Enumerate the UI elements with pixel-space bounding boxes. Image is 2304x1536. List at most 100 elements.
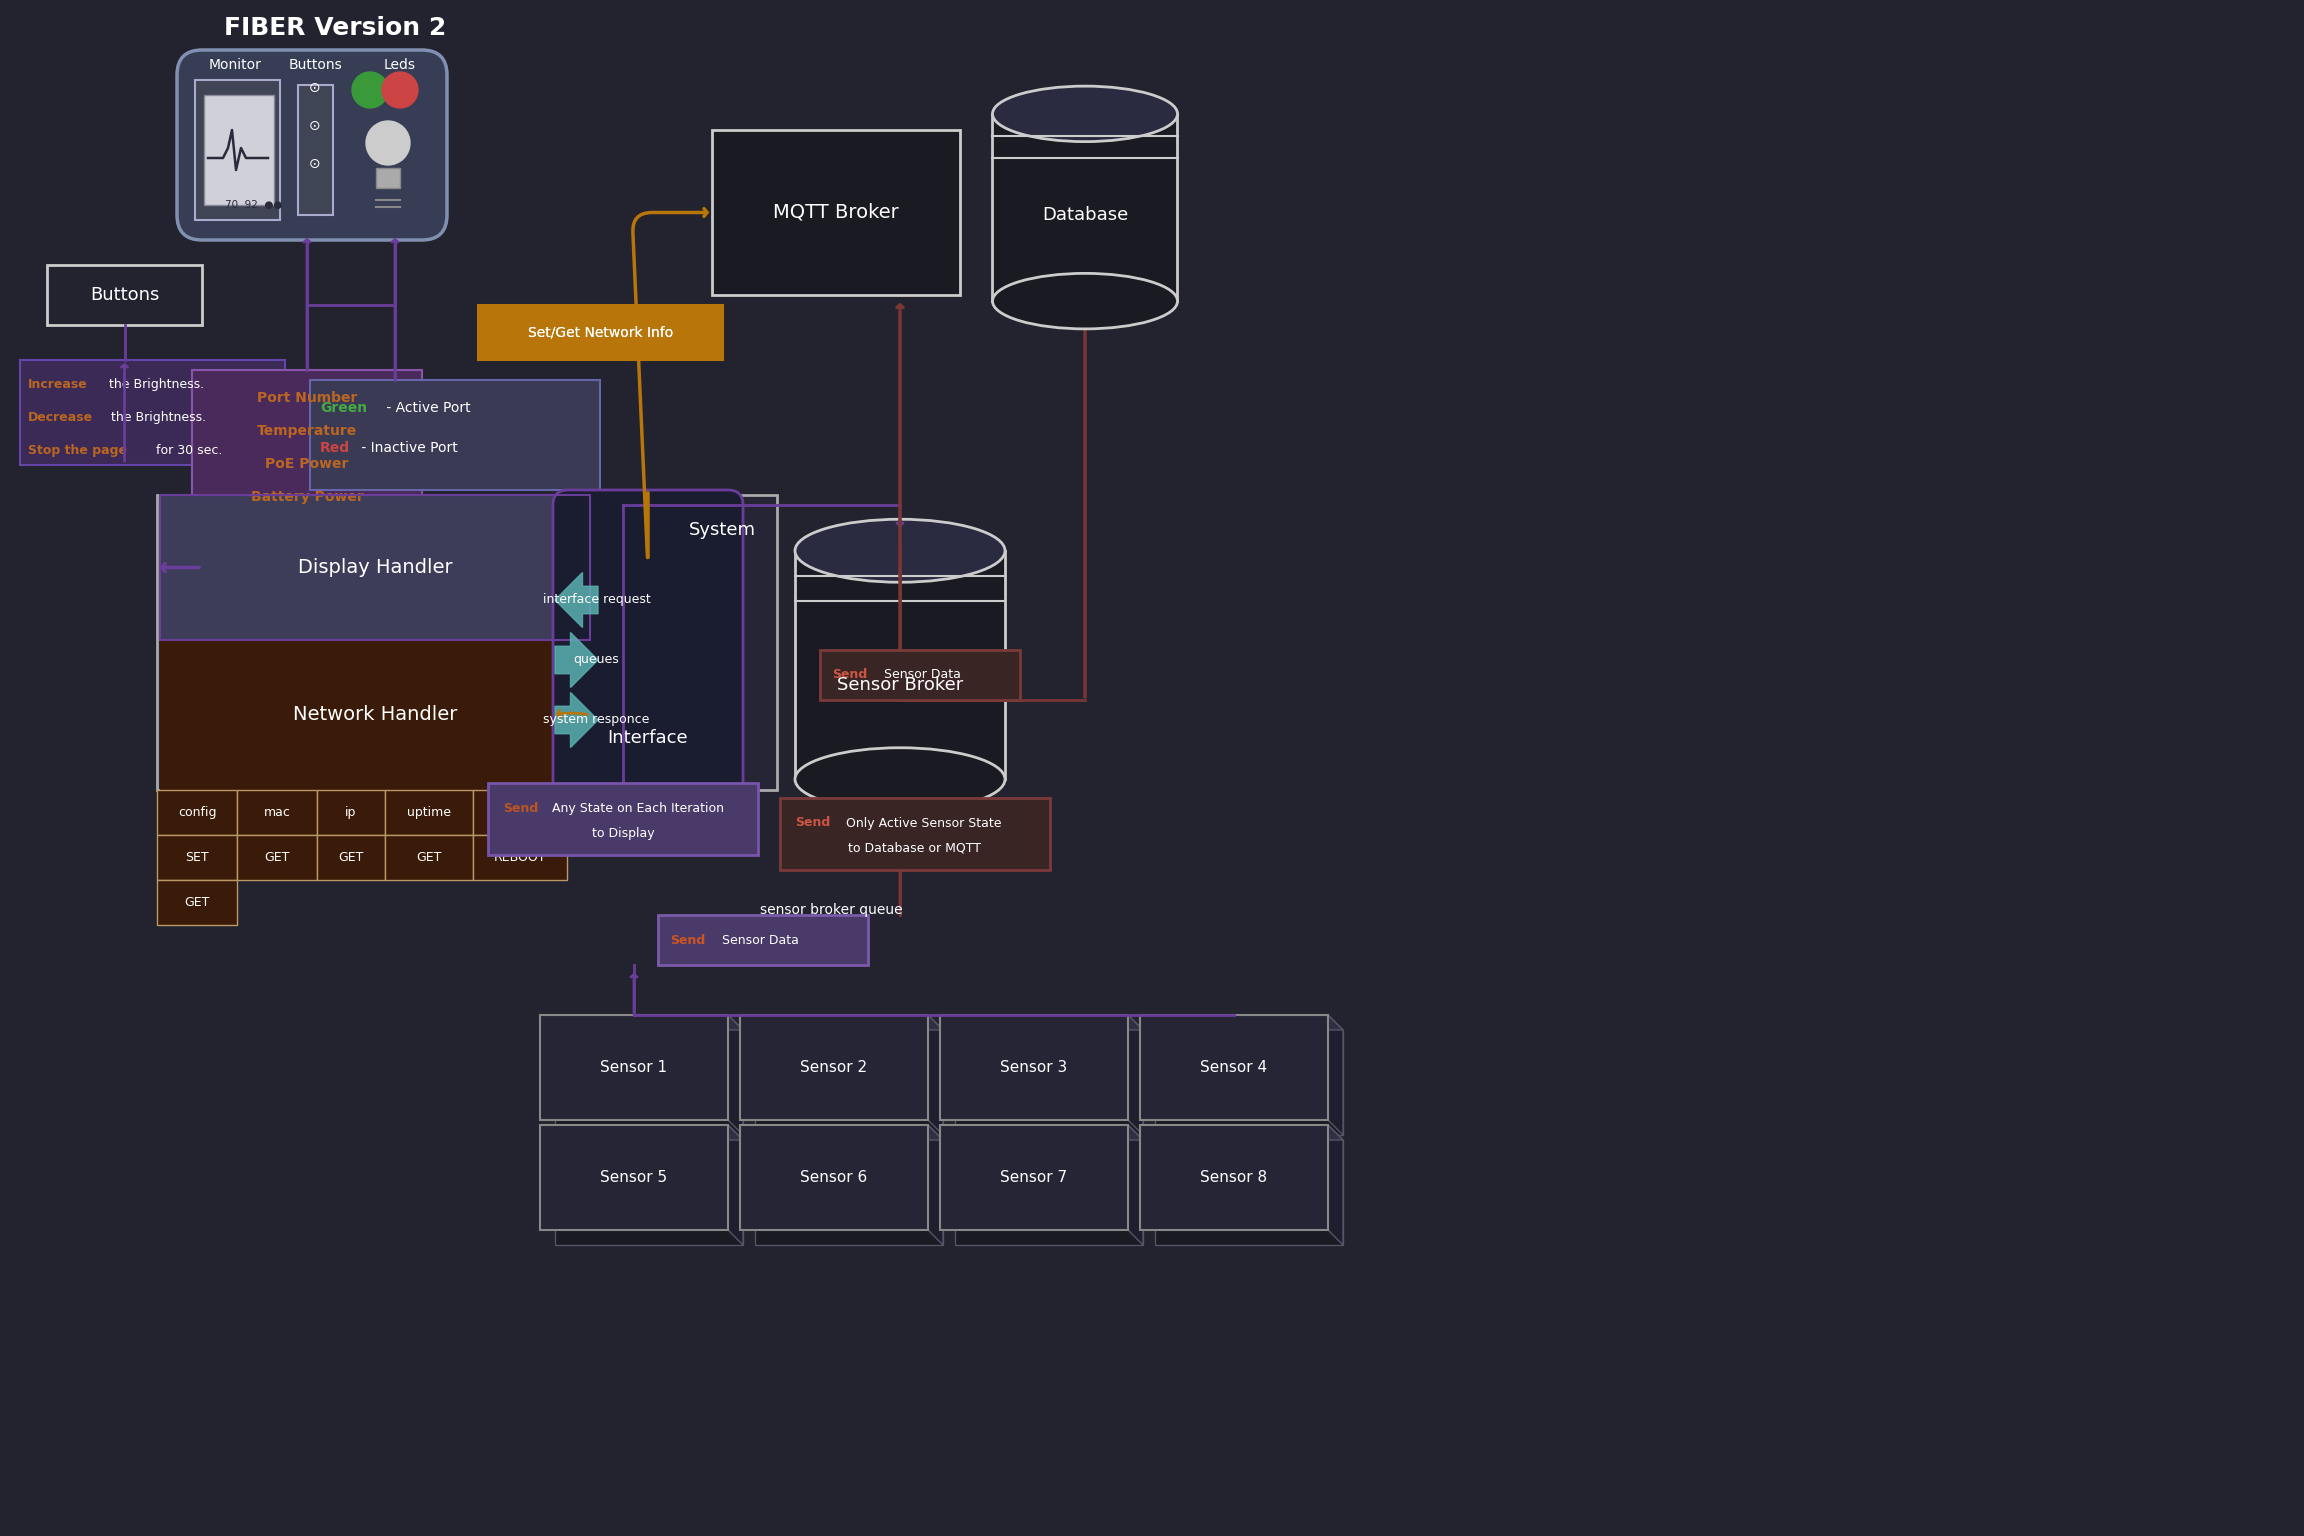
- Text: ⊙: ⊙: [309, 157, 320, 170]
- Polygon shape: [1327, 1015, 1343, 1135]
- Text: System: System: [689, 521, 756, 539]
- Bar: [954, 1031, 1143, 1135]
- Text: Leds: Leds: [385, 58, 417, 72]
- Bar: [472, 790, 567, 836]
- Text: Port Number: Port Number: [256, 392, 357, 406]
- Text: Sensor 8: Sensor 8: [1200, 1170, 1267, 1184]
- Text: to Database or MQTT: to Database or MQTT: [848, 842, 982, 854]
- Bar: [539, 1015, 728, 1120]
- Text: Send: Send: [502, 802, 539, 814]
- Text: Database: Database: [1041, 206, 1129, 224]
- Text: Sensor 1: Sensor 1: [601, 1060, 668, 1075]
- Bar: [940, 1124, 1129, 1230]
- Bar: [318, 836, 385, 880]
- Text: Send: Send: [832, 668, 866, 682]
- Bar: [1140, 1015, 1327, 1120]
- Bar: [237, 836, 318, 880]
- Text: Increase: Increase: [28, 378, 88, 392]
- Bar: [740, 1015, 929, 1120]
- Text: queues: queues: [574, 653, 620, 667]
- Bar: [159, 495, 590, 641]
- Text: Sensor 5: Sensor 5: [601, 1170, 668, 1184]
- Text: Sensor Data: Sensor Data: [880, 668, 961, 682]
- Text: GET: GET: [184, 895, 210, 909]
- Polygon shape: [1129, 1015, 1143, 1135]
- Polygon shape: [1129, 1124, 1143, 1246]
- Bar: [157, 495, 776, 790]
- Polygon shape: [728, 1124, 742, 1246]
- Text: Sensor 7: Sensor 7: [1000, 1170, 1067, 1184]
- Text: system responce: system responce: [544, 714, 650, 727]
- Text: reboot: reboot: [500, 806, 541, 819]
- Bar: [159, 495, 590, 641]
- Bar: [539, 1124, 728, 1230]
- FancyBboxPatch shape: [177, 51, 447, 240]
- Bar: [157, 790, 237, 836]
- Text: for 30 sec.: for 30 sec.: [152, 444, 223, 458]
- Bar: [795, 551, 1005, 779]
- Bar: [191, 370, 422, 521]
- Text: GET: GET: [417, 851, 442, 865]
- Text: config: config: [177, 806, 217, 819]
- Text: Battery Power: Battery Power: [251, 490, 364, 504]
- Bar: [756, 1140, 942, 1246]
- Text: Sensor Broker: Sensor Broker: [836, 676, 963, 694]
- Polygon shape: [728, 1015, 742, 1135]
- Text: SET: SET: [184, 851, 210, 865]
- Bar: [472, 836, 567, 880]
- Text: Buttons: Buttons: [90, 286, 159, 304]
- Bar: [311, 379, 599, 490]
- Text: to Display: to Display: [592, 826, 654, 840]
- Text: Sensor 2: Sensor 2: [799, 1060, 869, 1075]
- Text: Decrease: Decrease: [28, 412, 92, 424]
- Text: Send: Send: [795, 817, 829, 829]
- Circle shape: [353, 72, 387, 108]
- Text: GET: GET: [265, 851, 290, 865]
- Text: sensor broker queue: sensor broker queue: [760, 903, 903, 917]
- Text: Sensor Data: Sensor Data: [719, 934, 799, 946]
- Ellipse shape: [993, 273, 1177, 329]
- Polygon shape: [929, 1015, 942, 1135]
- Text: Sensor 6: Sensor 6: [799, 1170, 869, 1184]
- Bar: [205, 95, 274, 204]
- Text: Monitor: Monitor: [210, 58, 260, 72]
- Text: MQTT Broker: MQTT Broker: [774, 203, 899, 223]
- Text: - Inactive Port: - Inactive Port: [357, 441, 458, 455]
- Polygon shape: [740, 1124, 942, 1140]
- Polygon shape: [929, 1124, 942, 1246]
- Text: Any State on Each Iteration: Any State on Each Iteration: [548, 802, 723, 814]
- Text: Only Active Sensor State: Only Active Sensor State: [841, 817, 1002, 829]
- Text: Stop the page: Stop the page: [28, 444, 127, 458]
- Bar: [555, 1140, 742, 1246]
- Bar: [196, 80, 281, 220]
- Text: Sensor 3: Sensor 3: [1000, 1060, 1067, 1075]
- Circle shape: [382, 72, 417, 108]
- Bar: [157, 836, 237, 880]
- Text: Red: Red: [320, 441, 350, 455]
- Bar: [385, 790, 472, 836]
- Bar: [781, 799, 1051, 869]
- Text: ⊙: ⊙: [309, 81, 320, 95]
- Text: - Active Port: - Active Port: [382, 401, 470, 415]
- Bar: [1140, 1124, 1327, 1230]
- Bar: [237, 790, 318, 836]
- Text: Interface: Interface: [608, 730, 689, 746]
- Polygon shape: [740, 1015, 942, 1031]
- Bar: [318, 790, 385, 836]
- Bar: [940, 1015, 1129, 1120]
- Polygon shape: [940, 1015, 1143, 1031]
- Bar: [157, 880, 237, 925]
- Text: Send: Send: [670, 934, 705, 946]
- Polygon shape: [555, 633, 599, 688]
- Text: PoE Power: PoE Power: [265, 458, 348, 472]
- Bar: [1154, 1140, 1343, 1246]
- Text: the Brightness.: the Brightness.: [106, 378, 205, 392]
- Text: Network Handler: Network Handler: [293, 705, 456, 725]
- Text: mac: mac: [263, 806, 290, 819]
- Text: Temperature: Temperature: [256, 424, 357, 438]
- Text: uptime: uptime: [408, 806, 452, 819]
- FancyBboxPatch shape: [553, 490, 742, 800]
- Polygon shape: [555, 693, 599, 748]
- Text: Display Handler: Display Handler: [297, 558, 452, 578]
- Bar: [555, 1031, 742, 1135]
